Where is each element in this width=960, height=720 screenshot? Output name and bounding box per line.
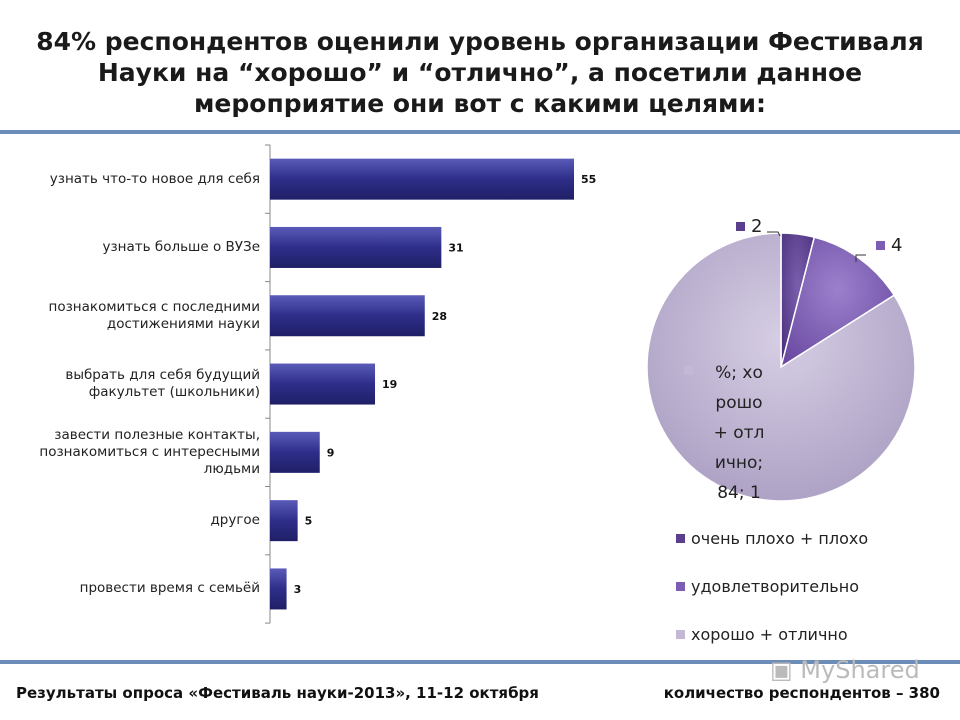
watermark-logo: ▣ MyShared (770, 656, 920, 684)
bar-category-line: познакомиться с интересными (39, 443, 260, 460)
legend-swatch-icon (684, 366, 693, 375)
legend-label: очень плохо + плохо (691, 529, 869, 548)
legend-swatch-icon (676, 534, 685, 543)
bar-category-label: выбрать для себя будущий факультет (школь… (0, 367, 260, 401)
bar-category-line: людьми (203, 460, 260, 477)
pie-data-label: 4 (876, 231, 902, 261)
pie-slice (646, 232, 916, 502)
bar (270, 568, 287, 610)
leader-line (767, 231, 781, 237)
pie-data-label: %; хорошо + отлично; 84; 1 (684, 358, 774, 508)
bar-category-label: провести время с семьёй (0, 580, 260, 597)
bar-category-line: другое (210, 512, 260, 529)
bar-category-line: завести полезные контакты, (54, 426, 260, 443)
leader-line (855, 254, 866, 262)
top-divider (0, 130, 960, 134)
bar-category-line: факультет (школьники) (88, 384, 260, 401)
bar-category-line: познакомиться с последними (48, 298, 260, 315)
bar (270, 158, 574, 200)
slide-title: 84% респондентов оценили уровень организ… (36, 27, 924, 118)
bar (270, 363, 376, 405)
bar-category-line: узнать что-то новое для себя (49, 170, 260, 187)
legend-item: удовлетворительно (676, 577, 859, 596)
bar-data-label: 5 (305, 515, 313, 528)
footer-respondent-count: количество респондентов – 380 (663, 684, 940, 702)
pie-data-label-text: %; хорошо + отлично; 84; 1 (713, 363, 765, 503)
legend-swatch-icon (676, 582, 685, 591)
bar-category-label: познакомиться с последними достижениями н… (0, 299, 260, 333)
bottom-divider (0, 660, 960, 664)
bar-data-label: 3 (294, 583, 302, 596)
bar-category-line: выбрать для себя будущий (65, 367, 260, 384)
pie-data-label: 2 (736, 212, 762, 242)
legend-label: удовлетворительно (691, 577, 859, 596)
bar-category-label: узнать что-то новое для себя (0, 171, 260, 188)
bar (270, 500, 298, 542)
bar-data-label: 19 (382, 378, 397, 391)
bar-data-label: 31 (448, 241, 463, 254)
bar-category-line: достижениями науки (106, 315, 260, 332)
pie-slice (779, 236, 896, 369)
bar-data-label: 28 (432, 310, 447, 323)
legend-swatch-icon (876, 241, 885, 250)
bar-category-label: другое (0, 512, 260, 529)
bar (270, 295, 425, 337)
bar-category-line: провести время с семьёй (79, 580, 260, 597)
bar-data-label: 9 (327, 446, 335, 459)
bar-category-line: узнать больше о ВУЗе (102, 238, 261, 255)
bar (270, 226, 442, 268)
pie-data-label-text: 4 (891, 235, 903, 256)
legend-label: хорошо + отлично (691, 625, 848, 644)
legend-swatch-icon (676, 630, 685, 639)
footer-survey-info: Результаты опроса «Фестиваль науки-2013»… (16, 684, 539, 702)
legend-swatch-icon (736, 222, 745, 231)
legend-item: хорошо + отлично (676, 625, 848, 644)
pie-chart (646, 231, 916, 502)
bar-category-label: завести полезные контакты, познакомиться … (0, 427, 260, 478)
bar-chart: 55 31 28 19 9 5 3 (265, 144, 596, 624)
bar-category-label: узнать больше о ВУЗе (0, 238, 261, 256)
bar-data-label: 55 (581, 173, 596, 186)
legend-item: очень плохо + плохо (676, 529, 868, 548)
bar (270, 431, 320, 473)
pie-data-label-text: 2 (751, 216, 763, 237)
